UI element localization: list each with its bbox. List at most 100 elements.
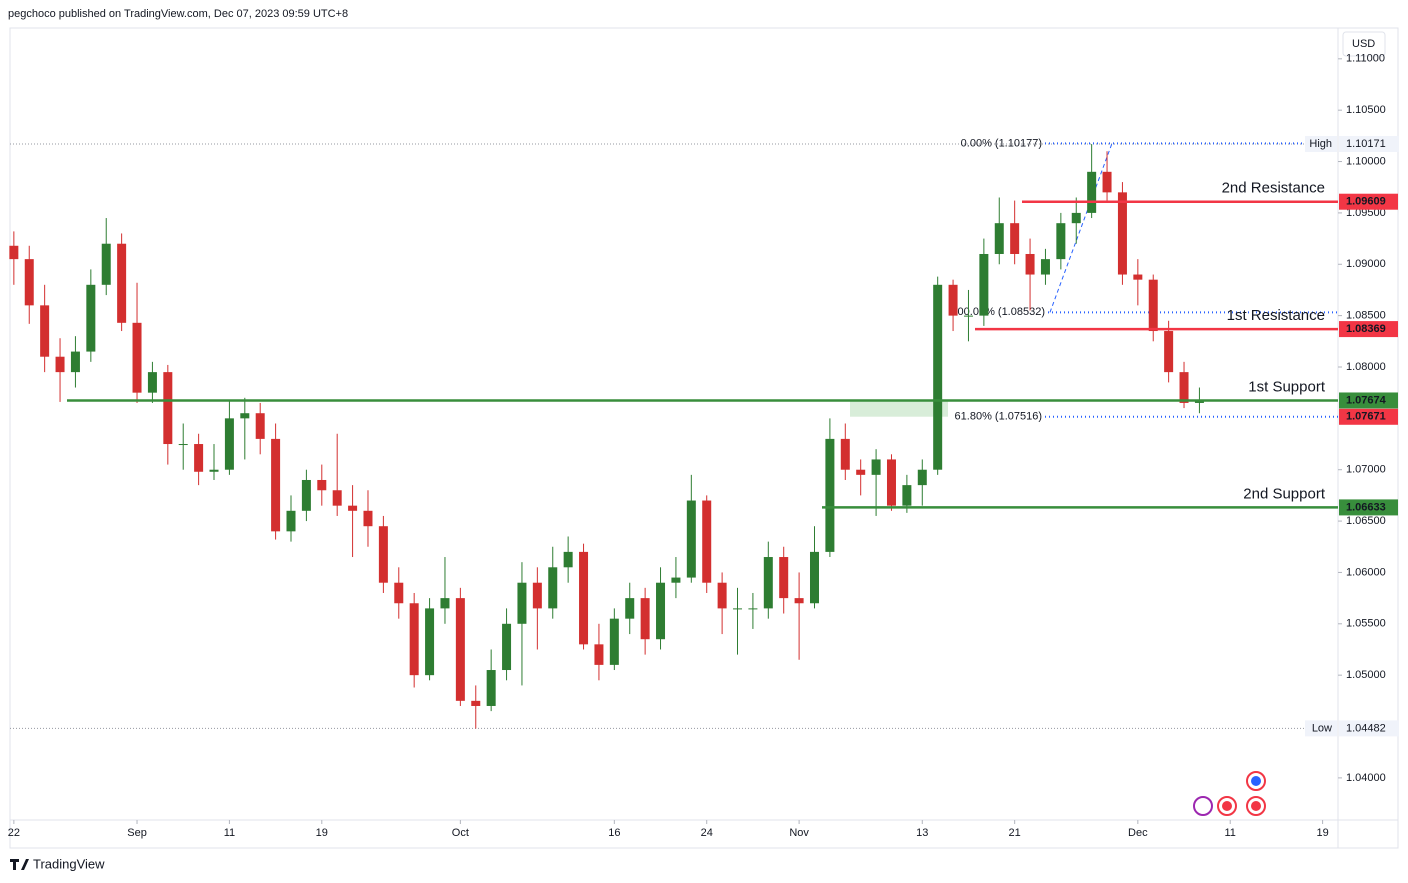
y-tick-label: 1.06000 [1346,566,1386,578]
candle-body [224,418,234,470]
y-tick-label: 1.06500 [1346,515,1386,527]
candle-body [594,644,604,665]
candle-body [840,438,850,470]
candle-body [517,582,527,624]
level-price-box [1339,321,1398,338]
candle-body [1133,274,1143,280]
extreme-label-box [1305,135,1337,152]
event-icons [1193,771,1266,816]
y-tick-label: 1.10000 [1346,155,1386,167]
x-tick-label: Oct [452,827,469,839]
level-price: 1.08369 [1346,323,1386,335]
candle-body [394,582,404,604]
y-tick-label: 1.08500 [1346,310,1386,322]
candle-body [332,490,342,506]
y-tick-label: 1.07000 [1346,464,1386,476]
candle-body [1040,259,1050,275]
candle-body [1056,223,1066,260]
candle-body [886,459,896,506]
candle-body [563,551,573,568]
x-tick-label: 19 [316,827,328,839]
y-tick-label: 1.05500 [1346,618,1386,630]
candle-body [609,618,619,665]
candle-body [809,551,819,604]
x-tick-label: Dec [1128,827,1148,839]
candle-body [748,608,758,610]
candle-body [240,413,250,419]
candle-body [117,243,127,323]
candle-body [1117,192,1127,275]
candle-body [70,351,80,373]
y-tick-label: 1.09500 [1346,207,1386,219]
candle-body [656,582,666,640]
candle-body [948,284,958,316]
candle-body [163,372,173,445]
candle-body [625,598,635,619]
candle-body [1010,223,1020,254]
attribution: pegchoco published on TradingView.com, D… [8,8,348,20]
x-tick-label: 16 [608,827,620,839]
logo-mark [10,859,29,870]
candle-body [963,315,973,317]
last-price-box [1339,408,1398,425]
y-tick-label: 1.04000 [1346,772,1386,784]
extreme-price: 1.10171 [1346,138,1386,150]
support-zone [850,400,948,417]
x-tick-label: 24 [701,827,713,839]
candle-body [686,500,696,578]
candle-body [24,259,34,306]
candle-body [209,469,219,472]
candle-body [1102,171,1112,193]
logo [10,859,29,870]
candle-body [671,577,681,583]
level-name: 2nd Support [1243,485,1326,502]
candle-body [486,670,496,706]
event-icon[interactable] [1193,796,1213,816]
candle-body [55,356,65,373]
event-icon-inner [1251,801,1261,811]
candle-body [763,557,773,609]
candle-body [979,253,989,316]
level-price: 1.09609 [1346,196,1386,208]
fib-label: 0.00% (1.10177) [961,137,1042,149]
extreme-label: Low [1312,722,1332,734]
y-tick-label: 1.09000 [1346,258,1386,270]
candle-body [933,284,943,470]
candle-body [825,438,835,552]
event-icon-inner [1251,776,1261,786]
candle-body [440,598,450,609]
level-price: 1.07674 [1346,394,1387,406]
candle-body [86,284,96,352]
level-price-box [1339,499,1398,516]
extreme-price-box [1339,135,1399,152]
x-tick-label: 19 [1316,827,1328,839]
candle-body [301,479,311,511]
frame [9,27,1399,849]
candle-body [1164,331,1174,373]
candle-body [548,567,558,609]
level-name: 1st Resistance [1227,307,1325,324]
candle-body [271,438,281,532]
candle-body [579,551,589,645]
candle-body [40,305,50,357]
x-tick-label: 11 [224,827,235,839]
currency[interactable]: USD [1352,38,1375,50]
extreme-price-box [1339,720,1399,737]
x-tick-label: 13 [916,827,928,839]
candle-body [317,479,327,491]
fib-label: 61.80% (1.07516) [955,411,1042,423]
currency-box[interactable] [1342,31,1386,57]
candle-body [178,444,188,446]
candle-body [363,510,373,527]
candle-body [348,505,358,511]
candle-body [455,598,465,701]
last-price: 1.07671 [1346,411,1386,423]
candle-body [425,608,435,676]
candle-body [502,623,512,671]
candle-body [640,598,650,640]
y-tick-label: 1.05000 [1346,669,1386,681]
candle-body [147,372,157,393]
candle-body [101,243,111,285]
